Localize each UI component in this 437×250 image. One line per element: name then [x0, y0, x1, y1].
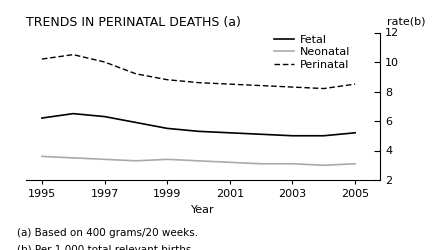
Legend: Fetal, Neonatal, Perinatal: Fetal, Neonatal, Perinatal [274, 35, 350, 70]
X-axis label: Year: Year [191, 204, 215, 214]
Text: TRENDS IN PERINATAL DEATHS (a): TRENDS IN PERINATAL DEATHS (a) [26, 16, 241, 28]
Text: rate(b): rate(b) [387, 17, 426, 27]
Text: (a) Based on 400 grams/20 weeks.: (a) Based on 400 grams/20 weeks. [17, 228, 198, 237]
Text: (b) Per 1,000 total relevant births.: (b) Per 1,000 total relevant births. [17, 245, 195, 250]
